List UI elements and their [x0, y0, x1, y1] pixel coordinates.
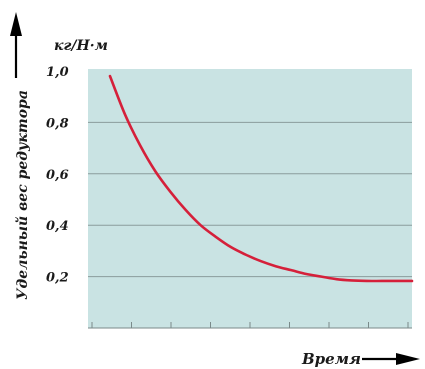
- grid-lines: [88, 121, 412, 278]
- x-axis-label: Время: [301, 350, 361, 368]
- y-axis-label: Удельный вес редуктора: [14, 90, 31, 300]
- x-axis-ticks: [91, 322, 409, 328]
- y-tick-label: 0,4: [46, 219, 69, 234]
- x-axis-arrow: [362, 353, 420, 365]
- y-tick-label: 1,0: [46, 65, 69, 80]
- y-axis-arrow: [10, 12, 22, 78]
- plot-area: [88, 69, 412, 329]
- y-tick-label: 0,2: [46, 271, 69, 286]
- y-tick-label: 0,8: [46, 116, 69, 131]
- series-line: [108, 74, 414, 283]
- y-axis-ticks: 0,2 0,4 0,6 0,8 1,0: [46, 65, 69, 286]
- plot-background: [88, 69, 412, 328]
- y-tick-label: 0,6: [46, 168, 69, 183]
- y-unit-label: кг/Н·м: [54, 38, 108, 54]
- series-group: [108, 74, 414, 283]
